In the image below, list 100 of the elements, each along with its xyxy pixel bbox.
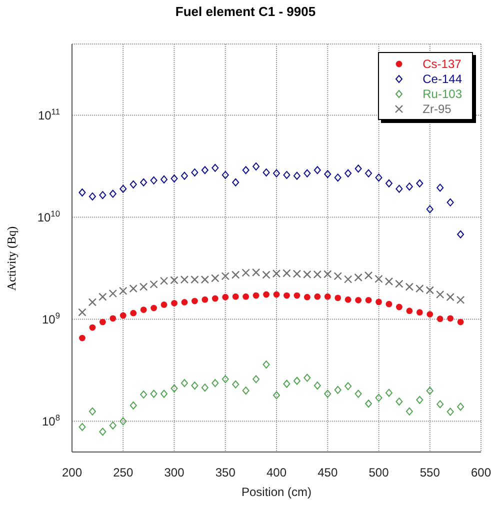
point — [222, 294, 229, 300]
point — [426, 205, 434, 214]
point — [314, 382, 321, 390]
point — [232, 178, 240, 186]
point — [446, 198, 454, 206]
point — [201, 384, 208, 392]
x-axis-title: Position (cm) — [241, 485, 312, 499]
point — [426, 386, 434, 395]
point — [324, 170, 332, 178]
point — [150, 176, 158, 184]
legend-label: Ce-144 — [422, 72, 462, 86]
point — [242, 268, 250, 277]
point — [375, 394, 382, 402]
point — [160, 175, 168, 184]
point — [283, 170, 290, 179]
point — [405, 282, 414, 291]
y-tick-label: 10$^{11}$ — [38, 106, 60, 122]
x-tick-label: 350 — [215, 466, 236, 480]
point — [79, 334, 86, 342]
y-tick-label: 10$^{8}$ — [42, 412, 60, 428]
point — [313, 270, 322, 279]
point — [273, 291, 280, 298]
point — [385, 388, 392, 397]
point — [262, 168, 270, 176]
point — [436, 316, 444, 322]
point — [252, 162, 260, 170]
point — [88, 298, 97, 306]
point — [180, 379, 188, 388]
point — [263, 291, 270, 298]
point — [139, 282, 148, 291]
point — [181, 299, 188, 306]
point — [292, 270, 302, 278]
point — [457, 402, 464, 411]
point — [384, 277, 394, 286]
point — [150, 390, 158, 398]
point — [78, 188, 86, 197]
point — [88, 192, 96, 200]
point — [365, 296, 372, 304]
point — [272, 269, 281, 278]
point — [426, 311, 434, 318]
point — [324, 293, 331, 300]
point — [282, 269, 291, 278]
point — [89, 324, 96, 331]
x-tick-label: 400 — [266, 466, 287, 480]
point — [180, 276, 189, 284]
point — [200, 276, 210, 284]
point — [314, 293, 321, 300]
point — [170, 276, 178, 284]
point — [140, 390, 148, 399]
point — [436, 184, 444, 192]
point — [110, 315, 116, 322]
point — [446, 408, 454, 416]
point — [262, 270, 270, 279]
y-tick-label: 10$^{10}$ — [37, 208, 60, 224]
point — [416, 396, 424, 404]
point — [252, 268, 260, 277]
point — [252, 292, 260, 299]
point — [160, 276, 168, 285]
point — [396, 184, 403, 193]
point — [120, 312, 126, 319]
point — [120, 184, 127, 193]
point — [212, 295, 218, 302]
point — [386, 300, 392, 308]
point — [324, 270, 332, 278]
point — [160, 302, 168, 308]
point — [283, 380, 290, 388]
point — [385, 179, 392, 188]
point — [88, 407, 96, 416]
point — [242, 166, 250, 174]
point — [416, 309, 423, 316]
point — [344, 296, 352, 303]
point — [395, 280, 404, 288]
point — [202, 296, 208, 303]
point — [354, 390, 362, 398]
point — [457, 318, 464, 326]
chart-title: Fuel element C1 - 9905 — [174, 4, 317, 19]
point — [140, 306, 147, 313]
point — [140, 178, 148, 186]
point — [108, 289, 117, 298]
x-tick-label: 200 — [62, 466, 82, 480]
point — [109, 190, 116, 198]
point — [222, 375, 229, 384]
point — [436, 290, 444, 299]
point — [170, 174, 178, 183]
point — [447, 315, 454, 322]
point — [170, 384, 178, 392]
point — [130, 401, 137, 410]
point — [426, 286, 434, 294]
point — [212, 164, 219, 172]
point — [120, 417, 127, 426]
point — [365, 169, 372, 178]
point — [396, 398, 403, 406]
point — [180, 172, 188, 180]
point — [212, 379, 219, 388]
point — [150, 304, 157, 312]
point — [273, 169, 280, 178]
legend-label: Cs-137 — [422, 56, 462, 70]
point — [294, 292, 300, 299]
point — [99, 191, 106, 200]
point — [365, 400, 372, 408]
